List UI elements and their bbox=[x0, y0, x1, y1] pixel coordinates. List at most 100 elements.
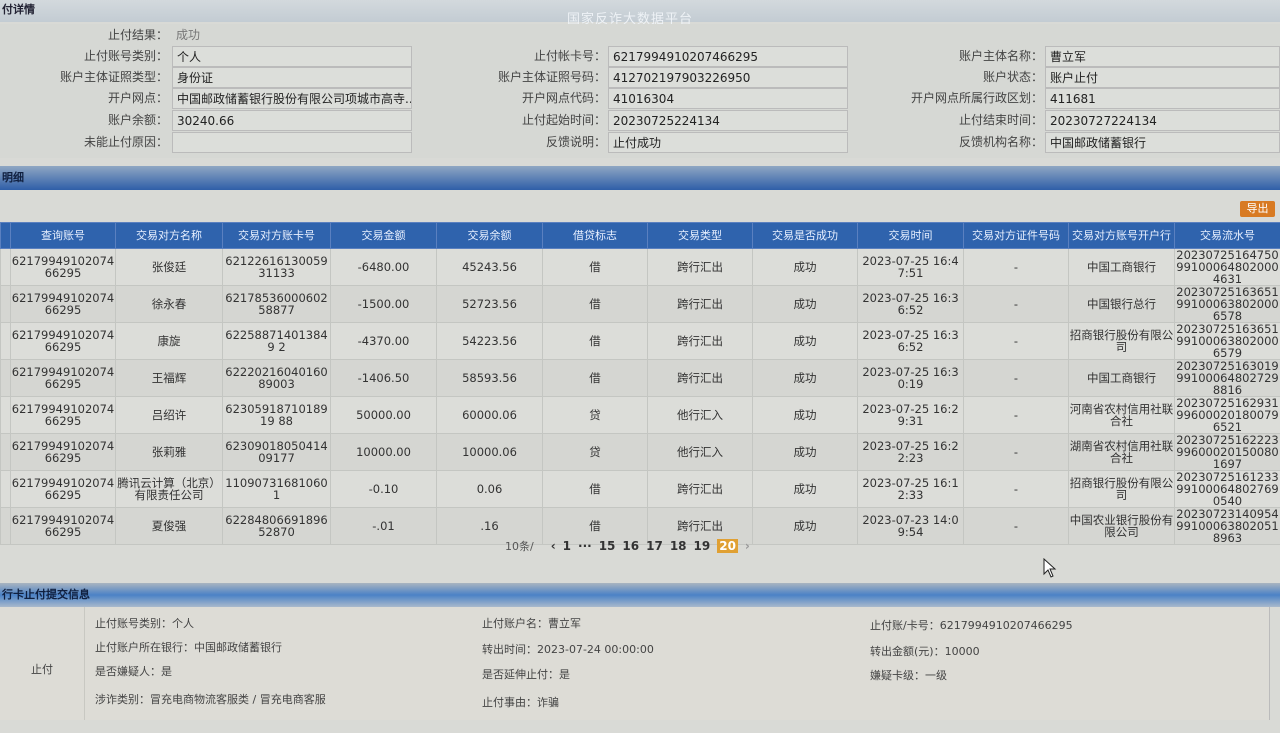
section-title: 明细 bbox=[2, 171, 24, 184]
submit-info-item: 是否嫌疑人：是 bbox=[95, 663, 172, 679]
table-cell: 2023-07-25 16:29:31 bbox=[858, 397, 964, 434]
field-label: 开户网点所属行政区划： bbox=[850, 88, 1043, 109]
table-cell: 6217994910207466295 bbox=[11, 286, 116, 323]
column-header[interactable]: 借贷标志 bbox=[543, 223, 648, 249]
export-button[interactable]: 导出 bbox=[1240, 201, 1275, 217]
column-header[interactable]: 查询账号 bbox=[11, 223, 116, 249]
table-cell: 跨行汇出 bbox=[648, 471, 753, 508]
table-cell: 借 bbox=[543, 471, 648, 508]
table-cell: 吕绍许 bbox=[116, 397, 223, 434]
column-header[interactable]: 交易金额 bbox=[331, 223, 437, 249]
table-cell: 20230723140954991000638020518963 bbox=[1175, 508, 1280, 545]
column-header[interactable]: 交易对方证件号码 bbox=[964, 223, 1069, 249]
column-header[interactable]: 交易对方名称 bbox=[116, 223, 223, 249]
table-cell: 徐永春 bbox=[116, 286, 223, 323]
submit-info-panel: 止付 止付账号类别：个人止付账户所在银行：中国邮政储蓄银行是否嫌疑人：是涉诈类别… bbox=[0, 607, 1270, 720]
column-header[interactable]: 交易余额 bbox=[437, 223, 543, 249]
next-page-button[interactable]: › bbox=[745, 539, 750, 553]
table-cell: 跨行汇出 bbox=[648, 360, 753, 397]
page-1[interactable]: 1 bbox=[563, 539, 571, 553]
table-cell: 6228480669189652870 bbox=[223, 508, 331, 545]
result-value: 成功 bbox=[172, 25, 412, 46]
table-cell: - bbox=[964, 360, 1069, 397]
table-cell: - bbox=[964, 434, 1069, 471]
table-cell bbox=[1, 286, 11, 323]
table-cell: 夏俊强 bbox=[116, 508, 223, 545]
submit-info-item: 是否延伸止付：是 bbox=[482, 666, 570, 682]
field-value: 41016304 bbox=[608, 88, 848, 109]
submit-info-section-header: 行卡止付提交信息 bbox=[0, 583, 1280, 607]
table-cell: 6217994910207466295 bbox=[11, 508, 116, 545]
submit-info-item: 止付账户所在银行：中国邮政储蓄银行 bbox=[95, 639, 282, 655]
field-value: 20230727224134 bbox=[1045, 110, 1280, 131]
table-cell: - bbox=[964, 397, 1069, 434]
page-19[interactable]: 19 bbox=[694, 539, 711, 553]
transaction-table: 查询账号交易对方名称交易对方账卡号交易金额交易余额借贷标志交易类型交易是否成功交… bbox=[0, 222, 1280, 545]
table-cell: 6217994910207466295 bbox=[11, 471, 116, 508]
table-cell: 借 bbox=[543, 249, 648, 286]
field-value: 中国邮政储蓄银行 bbox=[1045, 132, 1280, 153]
table-cell: 康旋 bbox=[116, 323, 223, 360]
field-value: 412702197903226950 bbox=[608, 67, 848, 88]
table-cell: 成功 bbox=[753, 434, 858, 471]
table-cell: 20230725163651991000638020006578 bbox=[1175, 286, 1280, 323]
table-cell: 成功 bbox=[753, 286, 858, 323]
field-value: 411681 bbox=[1045, 88, 1280, 109]
table-cell: 10000.00 bbox=[331, 434, 437, 471]
pager-ellipsis[interactable]: ··· bbox=[578, 539, 592, 553]
field-value: 6217994910207466295 bbox=[608, 46, 848, 67]
table-cell bbox=[1, 397, 11, 434]
table-cell: 他行汇入 bbox=[648, 397, 753, 434]
table-cell: 湖南省农村信用社联合社 bbox=[1069, 434, 1175, 471]
table-cell: 6222021604016089003 bbox=[223, 360, 331, 397]
page-20-current[interactable]: 20 bbox=[717, 539, 738, 553]
table-cell: 6230591871018919 88 bbox=[223, 397, 331, 434]
table-cell: 50000.00 bbox=[331, 397, 437, 434]
column-header[interactable]: 交易对方账卡号 bbox=[223, 223, 331, 249]
column-header[interactable]: 交易流水号 bbox=[1175, 223, 1280, 249]
mouse-cursor-icon bbox=[1043, 558, 1057, 578]
field-label: 反馈机构名称： bbox=[850, 132, 1043, 153]
submit-info-item: 止付账/卡号：6217994910207466295 bbox=[870, 617, 1073, 633]
result-label: 止付结果： bbox=[0, 25, 168, 46]
submit-info-item: 止付账号类别：个人 bbox=[95, 615, 194, 631]
page-16[interactable]: 16 bbox=[622, 539, 639, 553]
column-header[interactable]: 交易对方账号开户行 bbox=[1069, 223, 1175, 249]
page-17[interactable]: 17 bbox=[646, 539, 663, 553]
table-cell: 成功 bbox=[753, 471, 858, 508]
page-size-select[interactable]: 10条/ bbox=[505, 538, 534, 554]
table-cell bbox=[1, 508, 11, 545]
table-cell: 6217994910207466295 bbox=[11, 360, 116, 397]
transaction-section-header: 明细 bbox=[0, 166, 1280, 190]
field-value: 个人 bbox=[172, 46, 412, 67]
page-15[interactable]: 15 bbox=[599, 539, 616, 553]
table-cell: 2023-07-25 16:12:33 bbox=[858, 471, 964, 508]
table-cell: 跨行汇出 bbox=[648, 249, 753, 286]
page-18[interactable]: 18 bbox=[670, 539, 687, 553]
table-cell: 6217994910207466295 bbox=[11, 434, 116, 471]
column-header[interactable]: 交易时间 bbox=[858, 223, 964, 249]
table-cell bbox=[1, 323, 11, 360]
column-header[interactable]: 交易类型 bbox=[648, 223, 753, 249]
submit-info-item: 转出时间：2023-07-24 00:00:00 bbox=[482, 641, 654, 657]
table-cell: 2023-07-25 16:36:52 bbox=[858, 323, 964, 360]
table-cell: 跨行汇出 bbox=[648, 286, 753, 323]
table-cell: 中国工商银行 bbox=[1069, 249, 1175, 286]
column-header[interactable] bbox=[1, 223, 11, 249]
table-cell: 2023072516475099100064802000 4631 bbox=[1175, 249, 1280, 286]
field-label: 止付帐卡号： bbox=[420, 46, 606, 67]
table-cell: -1500.00 bbox=[331, 286, 437, 323]
field-label: 开户网点： bbox=[0, 88, 168, 109]
prev-page-button[interactable]: ‹ bbox=[551, 539, 556, 553]
table-cell: 2023-07-25 16:36:52 bbox=[858, 286, 964, 323]
table-cell: 20230725162223996000201500801697 bbox=[1175, 434, 1280, 471]
field-value: 身份证 bbox=[172, 67, 412, 88]
column-header[interactable]: 交易是否成功 bbox=[753, 223, 858, 249]
